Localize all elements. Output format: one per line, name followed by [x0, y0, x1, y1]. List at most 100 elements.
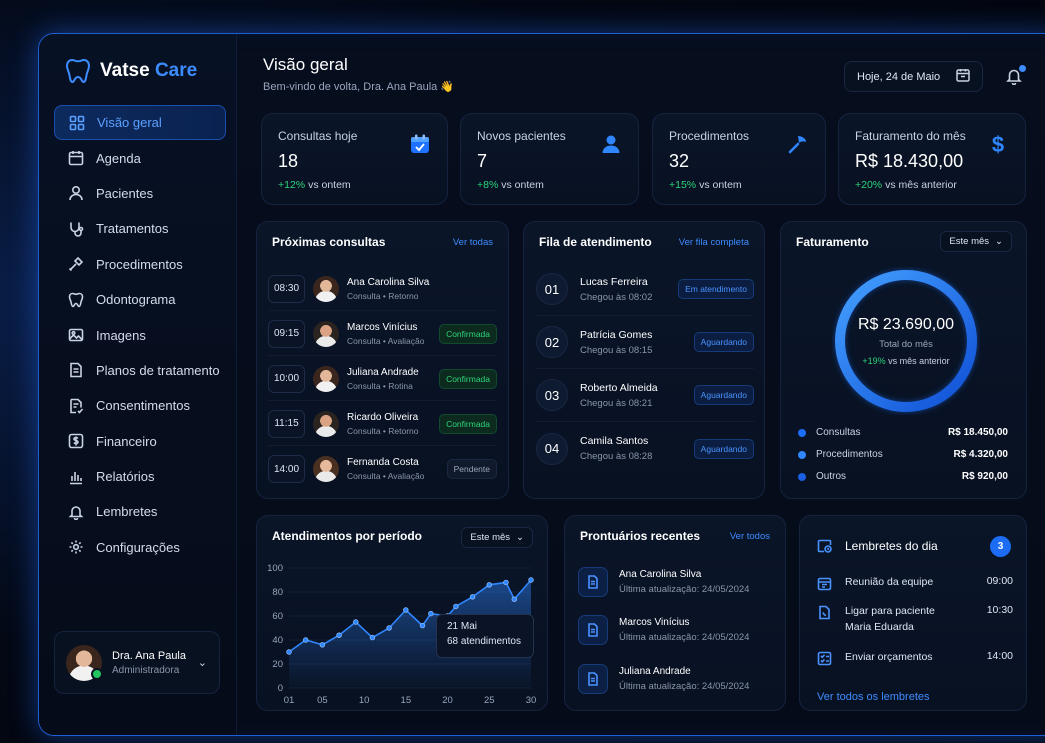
sidebar-item-label: Procedimentos	[96, 256, 183, 272]
data-point	[336, 632, 342, 638]
chart-tooltip: 21 Mai 68 atendimentos	[436, 614, 534, 658]
sidebar-item-configuracoes[interactable]: Configurações	[54, 530, 226, 565]
tooltip-value: 68 atendimentos	[447, 636, 521, 647]
record-row[interactable]: Marcos Vinícius Última atualização: 24/05…	[578, 606, 774, 654]
reminder-row[interactable]: Ligar para paciente Maria Eduarda 10:30	[817, 604, 1013, 636]
revenue-total: R$ 23.690,00	[857, 316, 955, 333]
appointments-chart-card: Atendimentos por período Este mês ⌄ 0 20 40…	[256, 515, 548, 711]
sidebar-item-planos-de-tratamento[interactable]: Planos de tratamento	[54, 353, 226, 388]
record-name: Ana Carolina Silva	[619, 569, 702, 580]
stat-card-consultas[interactable]: Consultas hoje 18 +12% vs ontem	[261, 113, 448, 205]
legend-amount: R$ 18.450,00	[947, 427, 1008, 438]
appointment-row[interactable]: 08:30 Ana Carolina Silva Consulta • Retor…	[268, 267, 497, 311]
sidebar-item-tratamentos[interactable]: Tratamentos	[54, 211, 226, 246]
stat-delta: +20% vs mês anterior	[855, 179, 957, 191]
sidebar-item-pacientes[interactable]: Pacientes	[54, 176, 226, 211]
y-tick-label: 20	[272, 659, 283, 670]
tooth-icon	[66, 58, 90, 84]
sidebar-item-odontograma[interactable]: Odontograma	[54, 282, 226, 317]
sidebar-item-label: Relatórios	[96, 469, 155, 485]
chevron-down-icon: ⌄	[995, 236, 1003, 247]
appointment-row[interactable]: 14:00 Fernanda Costa Consulta • Avaliação…	[268, 447, 497, 491]
arrival-time: Chegou às 08:28	[580, 451, 653, 462]
user-menu[interactable]: Dra. Ana Paula Administradora ⌄	[54, 631, 220, 694]
data-point	[386, 625, 392, 631]
sidebar-item-label: Agenda	[96, 150, 141, 166]
patient-name: Ana Carolina Silva	[347, 276, 430, 288]
queue-row[interactable]: 01 Lucas Ferreira Chegou às 08:02 Em aten…	[536, 263, 754, 316]
data-point	[528, 577, 534, 583]
user-icon	[68, 185, 84, 201]
sidebar: Vatse Care Visão geral Agenda Pacientes …	[39, 34, 237, 735]
chevron-down-icon: ⌄	[516, 532, 524, 543]
appointment-row[interactable]: 10:00 Juliana Andrade Consulta • Rotina C…	[268, 357, 497, 401]
sidebar-item-agenda[interactable]: Agenda	[54, 140, 226, 175]
stat-card-faturamento[interactable]: Faturamento do mês R$ 18.430,00 +20% vs …	[838, 113, 1026, 205]
status-badge: Aguardando	[693, 385, 754, 405]
patient-avatar	[313, 275, 339, 302]
queue-row[interactable]: 03 Roberto Almeida Chegou às 08:21 Aguard…	[536, 369, 754, 422]
data-point	[453, 603, 459, 610]
x-tick-label: 05	[317, 695, 328, 706]
stat-delta: +12% vs ontem	[278, 179, 351, 191]
legend-label: Procedimentos	[816, 449, 883, 460]
sidebar-item-financeiro[interactable]: Financeiro	[54, 424, 226, 459]
image-icon	[68, 327, 84, 343]
signed-document-icon	[68, 398, 84, 414]
reminder-text: Enviar orçamentos	[845, 651, 933, 663]
queue-number: 01	[536, 273, 568, 305]
y-tick-label: 100	[267, 563, 283, 574]
data-point	[419, 622, 426, 629]
date-label: Hoje, 24 de Maio	[857, 70, 941, 83]
record-row[interactable]: Ana Carolina Silva Última atualização: 24…	[578, 558, 774, 606]
appointment-row[interactable]: 11:15 Ricardo Oliveira Consulta • Retorno…	[268, 402, 497, 446]
arrival-time: Chegou às 08:21	[580, 397, 653, 409]
date-picker-button[interactable]: Hoje, 24 de Maio	[844, 61, 983, 92]
status-badge: Aguardando	[693, 332, 754, 352]
queue-row[interactable]: 04 Camila Santos Chegou às 08:28 Aguardan…	[536, 422, 754, 475]
legend-dot	[798, 450, 806, 459]
sidebar-item-relatorios[interactable]: Relatórios	[54, 459, 226, 494]
reminders-count-badge: 3	[990, 536, 1011, 557]
x-tick-label: 10	[359, 695, 370, 706]
sidebar-item-visao-geral[interactable]: Visão geral	[54, 105, 226, 141]
view-full-queue-link[interactable]: Ver fila completa	[678, 237, 749, 248]
notifications-bell-icon[interactable]	[1005, 65, 1026, 86]
x-tick-label: 15	[401, 695, 412, 706]
patient-name: Fernanda Costa	[347, 457, 419, 468]
queue-number: 04	[536, 432, 568, 465]
record-row[interactable]: Juliana Andrade Última atualização: 24/05…	[578, 655, 774, 703]
stat-card-procedimentos[interactable]: Procedimentos 32 +15% vs ontem	[652, 113, 826, 205]
view-all-appointments-link[interactable]: Ver todas	[452, 237, 493, 248]
x-tick-label: 30	[526, 695, 537, 706]
sidebar-item-imagens[interactable]: Imagens	[54, 317, 226, 352]
stat-card-novos-pacientes[interactable]: Novos pacientes 7 +8% vs ontem	[460, 113, 639, 205]
reminder-row[interactable]: Reunião da equipe 09:00	[817, 575, 1013, 591]
data-point	[503, 579, 509, 586]
queue-row[interactable]: 02 Patrícia Gomes Chegou às 08:15 Aguarda…	[536, 316, 754, 369]
revenue-period-select[interactable]: Este mês ⌄	[940, 231, 1012, 252]
sidebar-item-label: Imagens	[96, 327, 146, 343]
x-tick-label: 20	[442, 695, 453, 706]
page-title: Visão geral	[263, 55, 348, 74]
appointment-type: Consulta • Avaliação	[347, 335, 425, 346]
sidebar-item-consentimentos[interactable]: Consentimentos	[54, 388, 226, 423]
reminder-row[interactable]: Enviar orçamentos 14:00	[817, 650, 1013, 666]
appointment-time: 11:15	[268, 409, 305, 438]
sidebar-item-lembretes[interactable]: Lembretes	[54, 494, 226, 529]
legend-row-outros: Outros R$ 920,00	[798, 471, 1008, 482]
user-name: Dra. Ana Paula	[112, 649, 186, 662]
x-tick-label: 25	[484, 695, 495, 706]
arrival-time: Chegou às 08:15	[580, 344, 653, 356]
sidebar-item-procedimentos[interactable]: Procedimentos	[54, 247, 226, 282]
queue-number: 02	[536, 326, 568, 358]
data-point	[286, 649, 292, 655]
appointment-row[interactable]: 09:15 Marcos Vinícius Consulta • Avaliaçã…	[268, 312, 497, 356]
status-badge: Pendente	[446, 459, 497, 479]
chart-period-select[interactable]: Este mês ⌄	[461, 527, 533, 548]
data-point	[302, 637, 309, 643]
view-all-reminders-link[interactable]: Ver todos os lembretes	[817, 691, 930, 703]
tooltip-date: 21 Mai	[447, 621, 478, 632]
brand[interactable]: Vatse Care	[66, 58, 197, 84]
view-all-records-link[interactable]: Ver todos	[729, 531, 770, 542]
